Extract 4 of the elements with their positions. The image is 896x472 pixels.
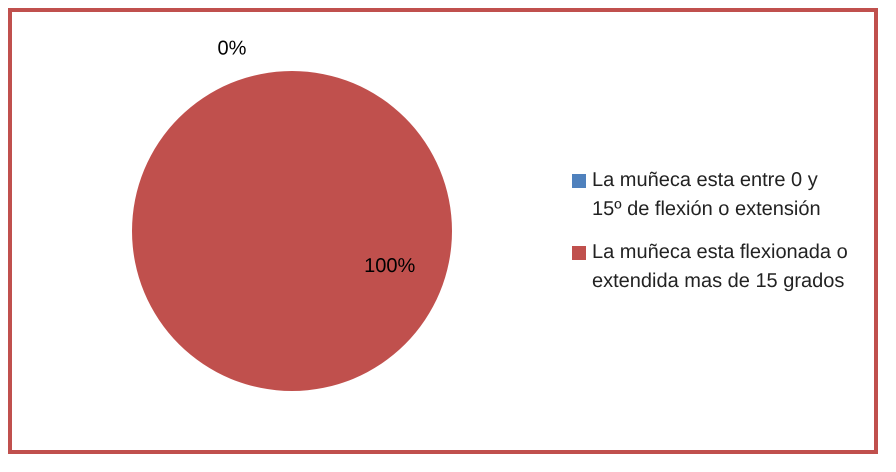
data-label: 100% <box>364 255 416 278</box>
legend-label: La muñeca esta entre 0 y 15º de flexión o extensión <box>592 168 822 222</box>
legend-label: La muñeca esta flexionada o extendida mas de 15 grados <box>592 240 849 294</box>
text: 0% <box>218 38 246 60</box>
